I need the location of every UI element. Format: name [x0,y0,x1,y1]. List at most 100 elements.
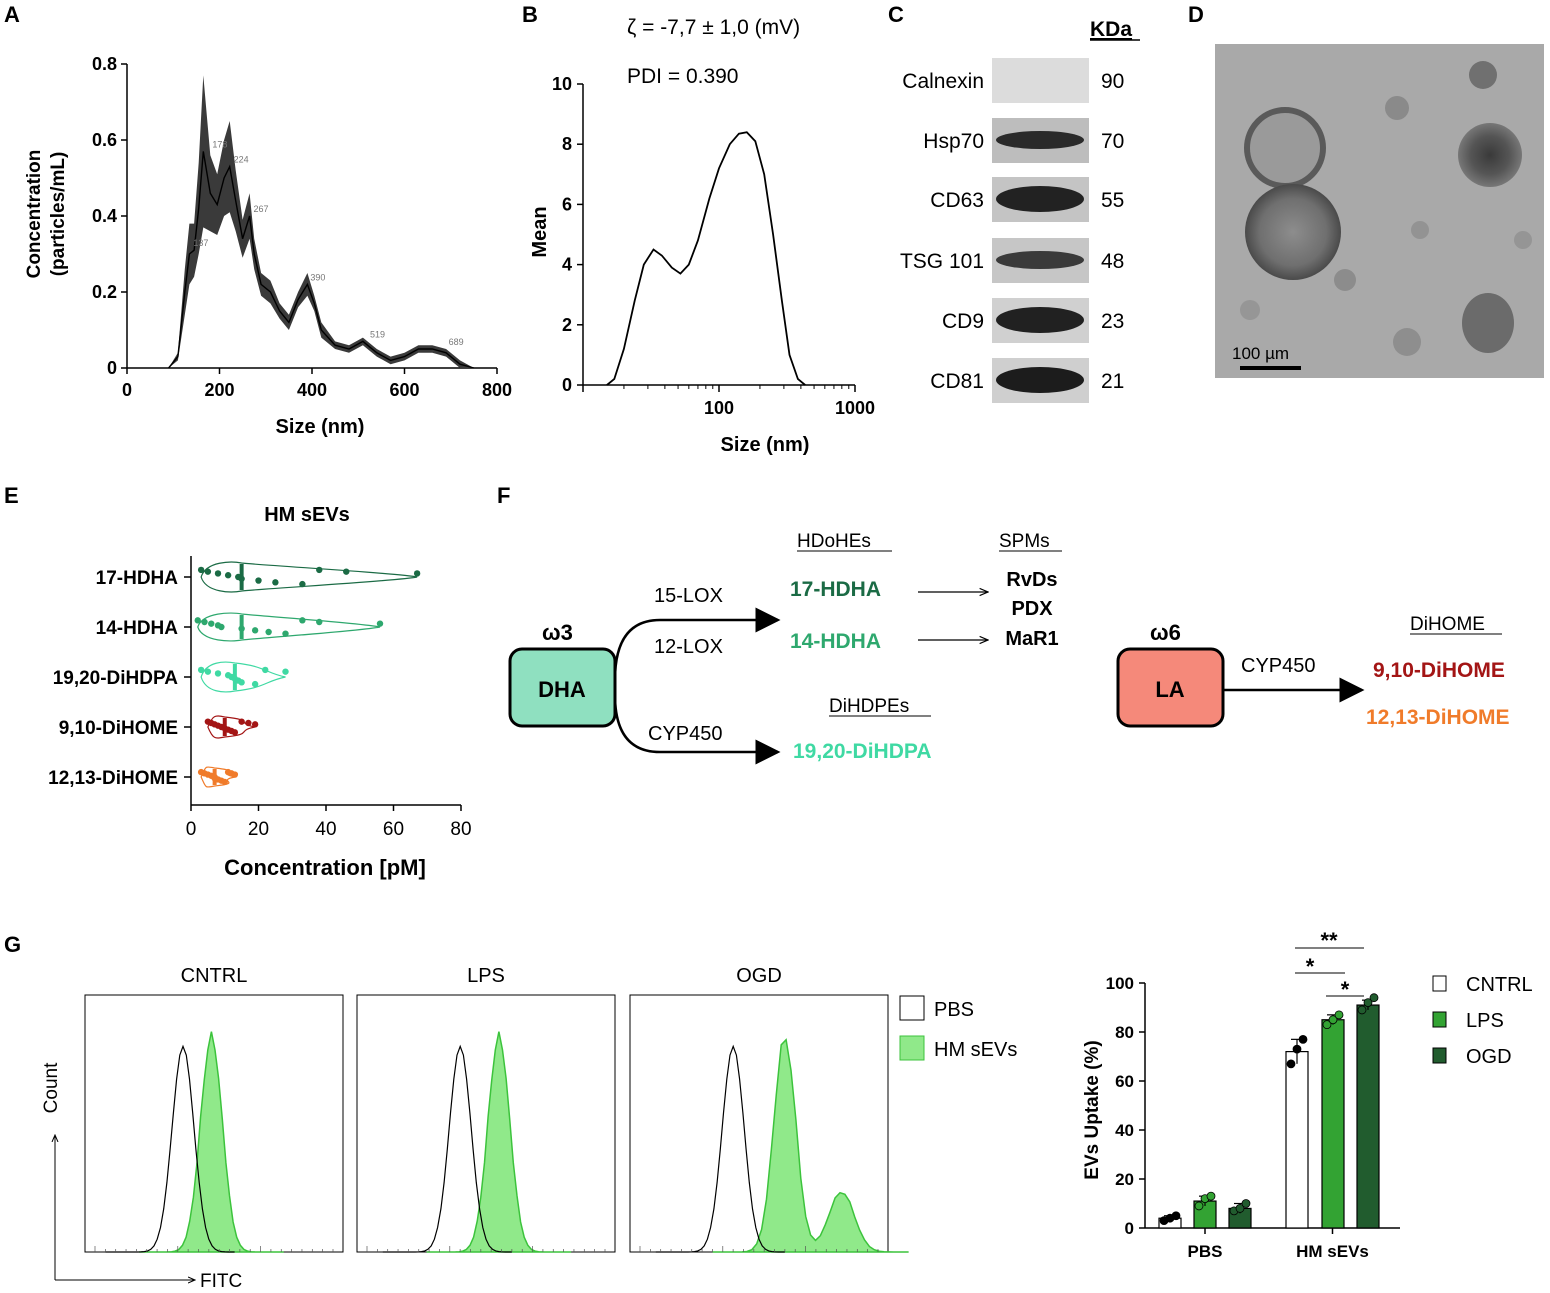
panel-b-y-tick-label: 6 [562,194,572,214]
violin-point [299,617,306,624]
violin-point [299,580,306,588]
lox-arrow [613,607,781,681]
violin-point [251,680,259,688]
panel-a-error-band [168,75,474,369]
panel-a-ylabel: Concentration (particles/mL) [24,150,69,279]
uptake-point [1206,1191,1216,1201]
panel-b-ticks: 100 1000 0 2 4 6 8 10 [552,74,875,418]
panel-a-mean-line [168,151,475,369]
metabolite-14-hdha: 14-HDHA [790,630,881,653]
violin-point [231,729,239,736]
panel-a-peak-label: 137 [193,238,208,248]
significance: ** * * [1295,928,1364,1002]
violin-point [218,623,225,631]
legend-pbs-label: PBS [934,999,974,1021]
panel-c: C KDa Calnexin 90 Hsp70 70 CD63 55 TSG 101 48 CD… [888,2,1140,403]
violin-point [238,718,245,725]
panel-a-y-tick-label: 0 [107,358,117,378]
panel-b-xlabel: Size (nm) [721,434,810,456]
metabolite-1920-dihdpa: 19,20-DiHDPA [793,740,932,763]
panel-e-violins: 17-HDHA 14-HDHA 19,20-DiHDPA 9,10-DiHOME 12,… [48,561,421,789]
violin-point [255,577,262,584]
violin-point [201,618,208,626]
violin-point [316,566,323,574]
violin-point [208,620,215,627]
metabolite-910-dihome: 9,10-DiHOME [1373,659,1505,682]
violin-point [214,670,222,677]
violin-point [214,570,222,577]
panel-letter-a: A [4,2,20,27]
panel-e-x-tick-label: 60 [383,819,404,840]
panel-b-x-tick-label: 100 [704,398,734,418]
blot-protein-label: Calnexin [902,70,984,93]
histogram-hm-sevs [426,1031,572,1253]
panel-e-x-tick-label: 20 [248,819,269,840]
tem-vesicle [1244,107,1326,189]
panel-a-x-tick-label: 400 [297,380,327,400]
panel-a-y-tick-label: 0.6 [92,130,117,150]
histogram-title: LPS [467,965,505,987]
tem-vesicle [1469,61,1497,89]
panel-e-row-label: 9,10-DiHOME [59,718,178,739]
tem-vesicle [1245,184,1341,280]
panel-a-x-tick-label: 800 [482,380,512,400]
panel-e-x-tick-label: 40 [315,819,336,840]
panel-a-peak-label: 390 [310,272,325,282]
dihome-header: DiHOME [1410,614,1485,635]
blot-protein-label: CD9 [942,310,984,333]
histogram-title: OGD [736,965,782,987]
uptake-legend-label: LPS [1466,1010,1504,1032]
panel-letter-b: B [522,2,538,27]
violin-outline [197,612,381,642]
uptake-y-tick-label: 20 [1115,1170,1134,1189]
uptake-ylabel: EVs Uptake (%) [1082,1040,1103,1179]
tem-debris [1240,300,1260,320]
violin-point [238,679,245,686]
spms-header: SPMs [999,531,1050,552]
violin-point [343,568,350,575]
violin-point [316,618,323,626]
uptake-y-tick-label: 60 [1115,1072,1134,1091]
omega6-label: ω6 [1150,620,1181,645]
tem-debris [1334,269,1356,291]
blot-kda-label: 48 [1101,250,1124,273]
enzyme-12lox: 12-LOX [654,636,723,658]
violin-point [197,666,205,674]
uptake-bars: PBS HM sEVs [1158,993,1380,1261]
enzyme-cyp450-dha: CYP450 [648,723,723,745]
violin-outline [200,661,286,693]
panel-a-y-tick-label: 0.8 [92,54,117,74]
panel-e-ticks: 0 20 40 60 80 [186,805,472,840]
uptake-bar [1321,1019,1345,1229]
violin-point [272,579,279,586]
flow-histograms: CNTRL LPS OGD [84,965,909,1253]
uptake-bar [1356,1004,1380,1229]
enzyme-15lox: 15-LOX [654,585,723,607]
violin-point [262,666,269,674]
uptake-point [1369,993,1379,1003]
uptake-legend-label: CNTRL [1466,974,1533,996]
panel-a-ylabel-line2: (particles/mL) [48,152,69,277]
violin-point [251,721,259,728]
blot-protein-label: CD81 [930,370,984,393]
panel-e-row-label: 19,20-DiHDPA [53,668,179,689]
histogram-pbs [105,1044,235,1253]
panel-a-x-tick-label: 600 [389,380,419,400]
panel-b-y-tick-label: 2 [562,315,572,335]
uptake-point [1241,1199,1251,1208]
violin-point [376,620,384,627]
uptake-point [1298,1034,1308,1044]
panel-a-peak-labels: 137 178 224 267 390 519 689 [193,139,463,347]
panel-f: F ω3 DHA 15-LOX 12-LOX CYP450 HDoHEs SPM… [497,483,1510,765]
uptake-legend-swatch [1432,1047,1447,1064]
enzyme-cyp450-la: CYP450 [1241,655,1316,677]
panel-a-y-tick-label: 0.4 [92,206,117,226]
spm-pdx: PDX [1011,598,1053,620]
violin-point [245,719,252,727]
uptake-point [1357,1005,1367,1015]
legend-pbs-swatch [899,995,925,1021]
uptake-group-label: PBS [1188,1242,1223,1261]
tem-vesicles [1240,61,1532,356]
blot-band [996,131,1084,149]
panel-letter-c: C [888,2,904,27]
